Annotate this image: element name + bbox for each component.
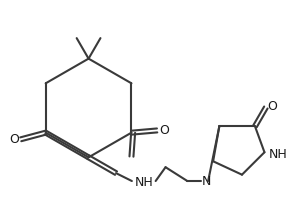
Text: NH: NH xyxy=(134,175,153,189)
Text: NH: NH xyxy=(269,148,288,161)
Text: N: N xyxy=(202,175,211,187)
Text: O: O xyxy=(9,133,19,146)
Text: O: O xyxy=(267,100,277,113)
Text: O: O xyxy=(159,124,169,137)
